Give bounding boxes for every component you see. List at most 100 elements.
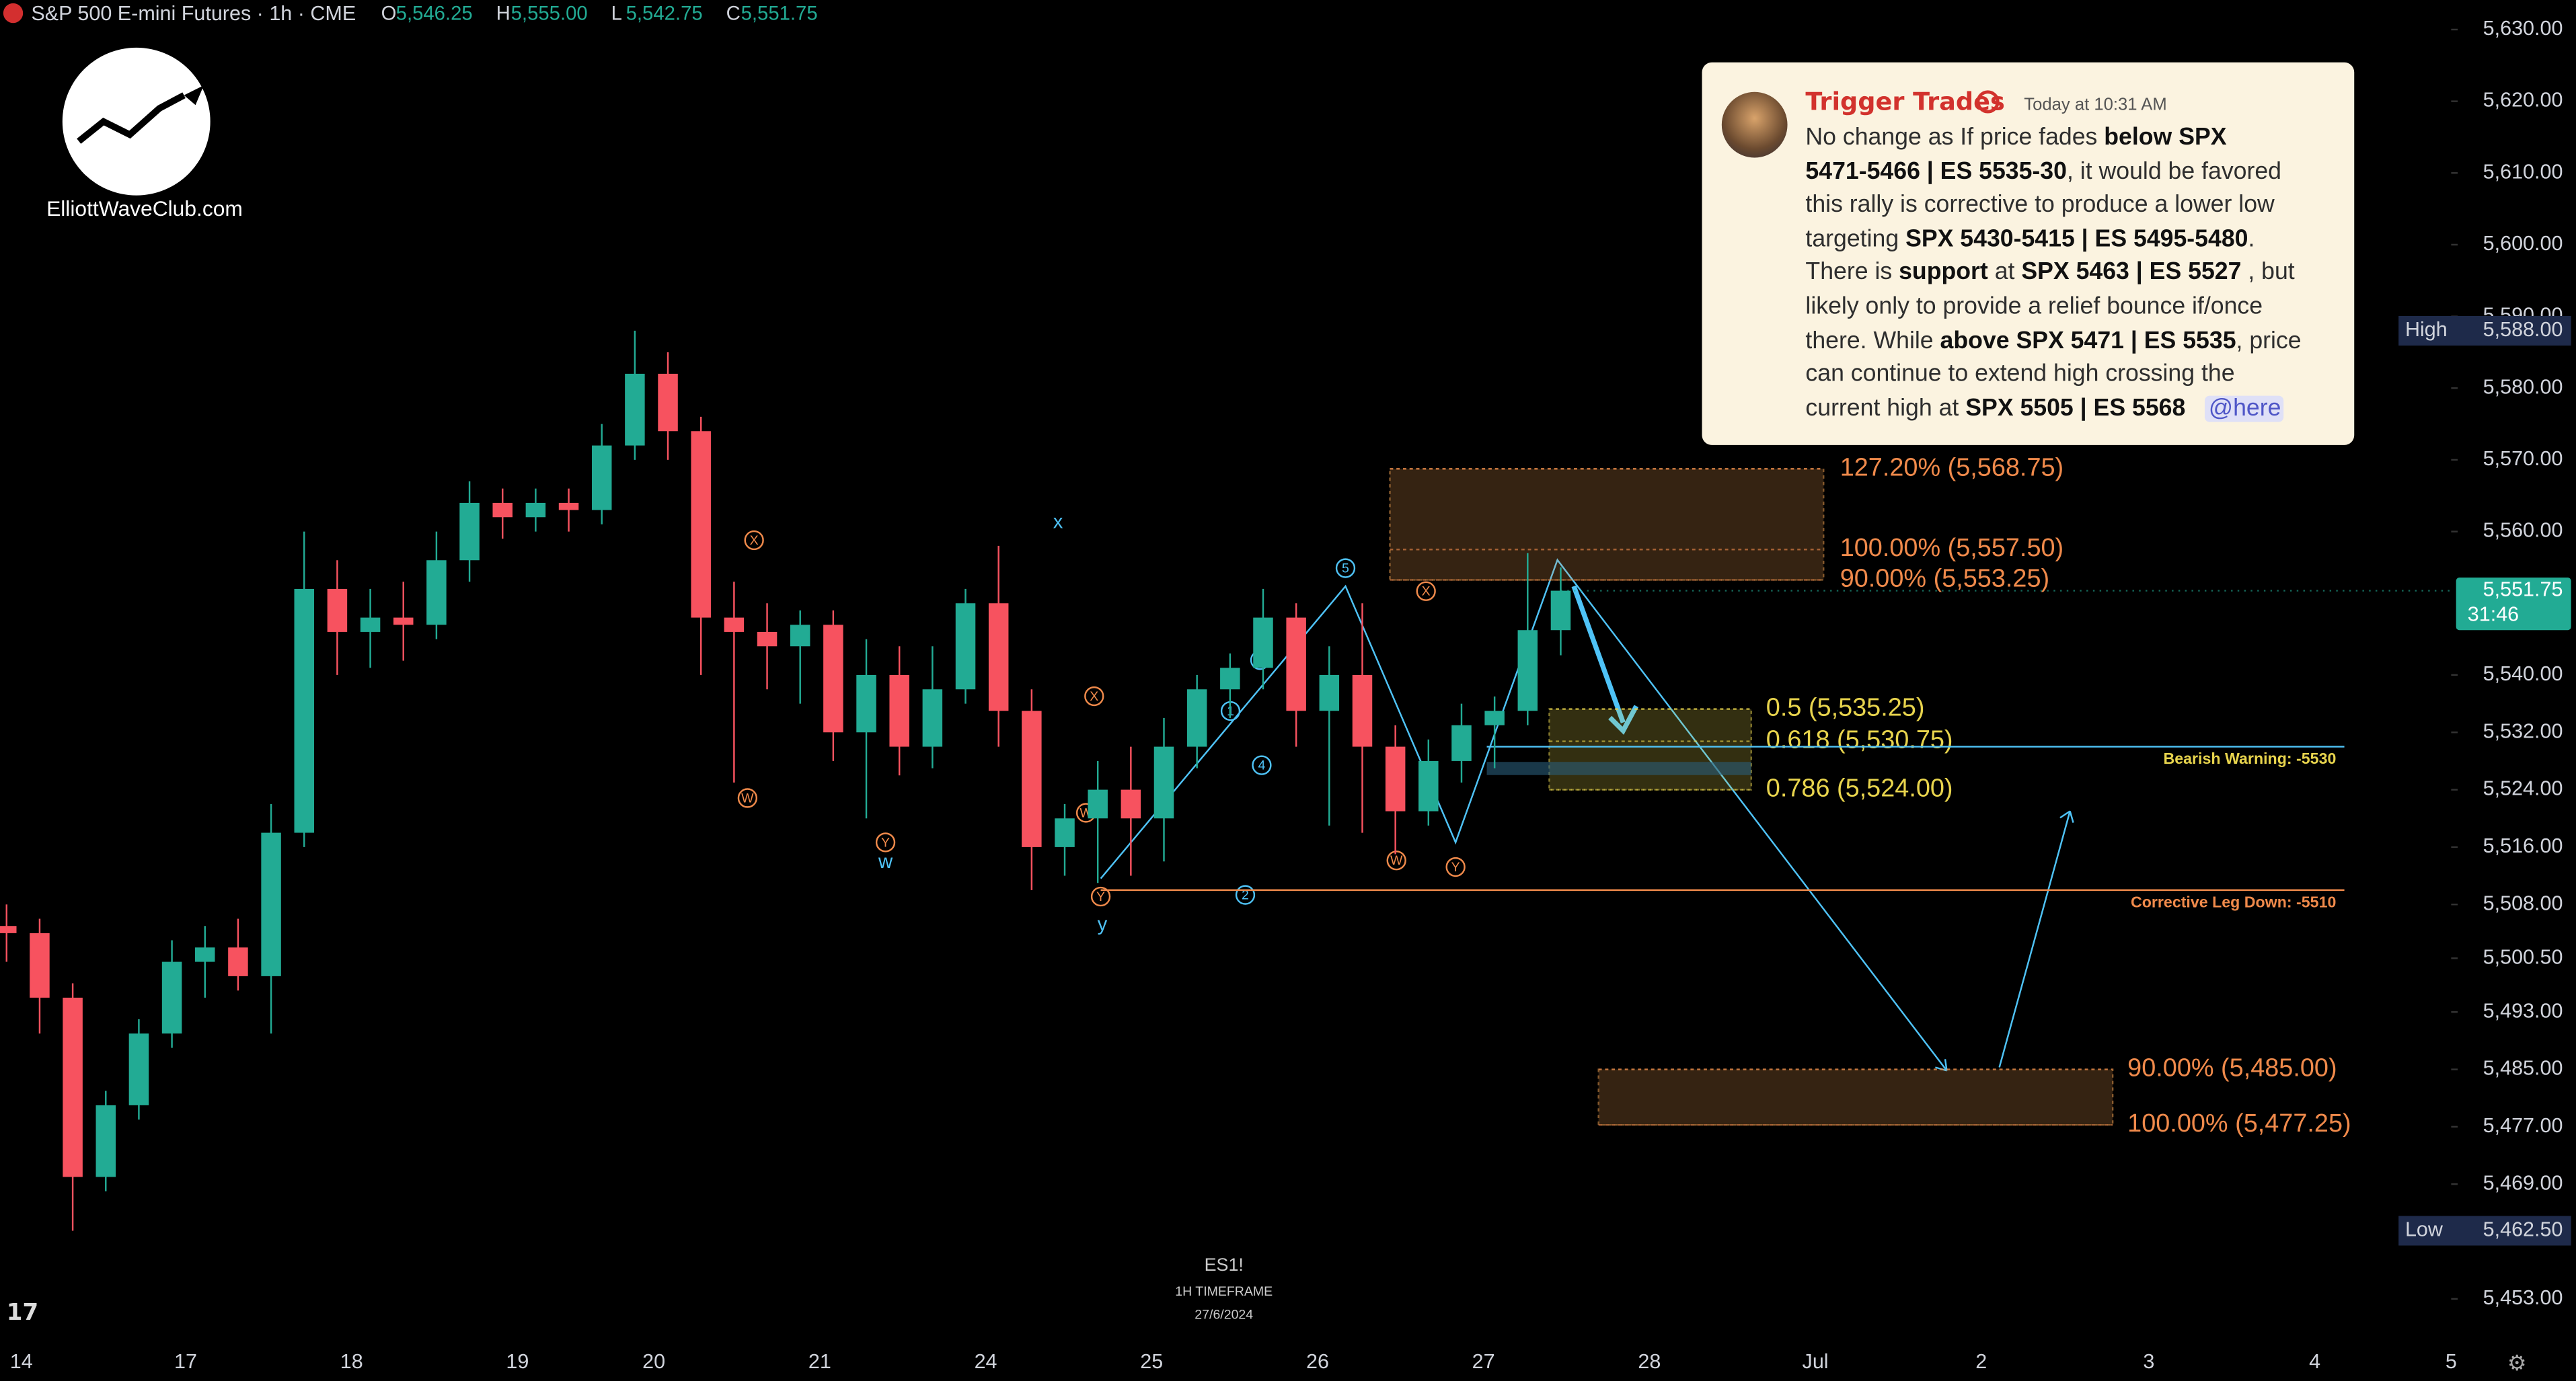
candle-body [1186, 689, 1207, 747]
candle-body [30, 933, 50, 998]
last-price-box [2456, 578, 2571, 631]
wave-label: X [1422, 584, 1431, 599]
candle-body [1319, 674, 1340, 711]
x-tick-label: 2 [1975, 1350, 1987, 1373]
message-line: can continue to extend high crossing the [1805, 358, 2301, 392]
fib-label: 90.00% (5,553.25) [1840, 565, 2049, 593]
mention[interactable]: @here [2205, 395, 2285, 422]
message-text: SPX 5505 | ES 5568 [1965, 395, 2186, 422]
message-text: can continue to extend high crossing the [1805, 361, 2235, 388]
low-box [2398, 1216, 2571, 1246]
tv-logo: 𝟭𝟳 [7, 1300, 39, 1325]
y-tick-label: 5,610.00 [2483, 160, 2563, 183]
x-tick-label: 20 [642, 1350, 665, 1373]
ohlc-value: 5,546.25 [396, 3, 473, 25]
wave-label: Y [1451, 860, 1460, 875]
y-tick-label: 5,600.00 [2483, 232, 2563, 255]
wave-label: y [1098, 913, 1108, 935]
candle-body [1055, 818, 1075, 847]
fib-label: 100.00% (5,477.25) [2127, 1109, 2351, 1138]
candle-body [823, 625, 843, 733]
x-tick-label: Jul [1803, 1350, 1829, 1373]
high-label: 5,588.00 [2483, 318, 2563, 341]
x-tick-label: 14 [10, 1350, 33, 1373]
wave-label: W [741, 791, 754, 805]
y-tick-label: 5,453.00 [2483, 1286, 2563, 1309]
message-text: , price [2236, 327, 2302, 354]
candle-body [228, 947, 248, 976]
message-text: SPX 5463 | ES 5527 [2021, 260, 2242, 286]
message-text: targeting [1805, 226, 1906, 253]
candle-body [195, 947, 215, 962]
message-text: there. While [1805, 327, 1940, 354]
candle-body [955, 603, 976, 690]
message-card: Trigger Trades Today at 10:31 AM No chan… [1702, 62, 2355, 445]
y-tick-label: 5,524.00 [2483, 777, 2563, 800]
fib-label: 0.618 (5,530.75) [1766, 726, 1953, 754]
candle-body [459, 502, 480, 561]
candle-body [63, 997, 83, 1177]
wave-label: Y [881, 835, 890, 850]
candle-body [1352, 674, 1373, 747]
candle-body [724, 617, 745, 632]
candle-body [261, 832, 281, 976]
candle-body [988, 603, 1009, 711]
candle-body [856, 674, 876, 733]
message-line: targeting SPX 5430-5415 | ES 5495-5480. [1805, 223, 2301, 257]
forecast-arrowhead [1608, 705, 1639, 735]
projection-arrowhead [2059, 810, 2074, 823]
h-line-label: Corrective Leg Down: -5510 [2131, 894, 2336, 911]
candle-body [1385, 746, 1406, 812]
fib-zone [1597, 1068, 2114, 1126]
ohlc-value: 5,551.75 [741, 3, 818, 25]
candle-body [0, 926, 17, 933]
fib-label: 100.00% (5,557.50) [1840, 534, 2063, 562]
x-tick-label: 19 [506, 1350, 529, 1373]
x-tick-label: 3 [2143, 1350, 2154, 1373]
y-tick-label: 5,532.00 [2483, 719, 2563, 742]
x-tick-label: 5 [2446, 1350, 2457, 1373]
ohlc-key: C [726, 3, 741, 25]
y-tick-label: 5,500.50 [2483, 945, 2563, 968]
ohlc-value: 5,542.75 [626, 3, 703, 25]
message-line: current high at SPX 5505 | ES 5568 @here [1805, 392, 2301, 426]
wave-circle [1252, 755, 1272, 775]
candle-body [558, 502, 579, 510]
settings-icon: ⚙ [2507, 1351, 2526, 1375]
logo-arrow [184, 85, 204, 106]
x-tick-label: 25 [1140, 1350, 1163, 1373]
ohlc-key: O [381, 3, 397, 25]
wave-circle [1416, 581, 1436, 601]
wave-label: Y [1096, 890, 1105, 904]
candle-body [294, 588, 314, 833]
candle-body [1286, 617, 1306, 711]
x-tick-label: 21 [808, 1350, 831, 1373]
fib-label: 0.5 (5,535.25) [1766, 694, 1925, 722]
ohlc-value: 5,555.00 [511, 3, 588, 25]
watermark: 27/6/2024 [1195, 1307, 1253, 1322]
ohlc-key: L [611, 3, 622, 25]
candle-body [161, 961, 182, 1034]
x-tick-label: 27 [1472, 1350, 1495, 1373]
message-text: below SPX [2104, 124, 2227, 151]
h-line-label: Bearish Warning: -5530 [2164, 750, 2337, 767]
message-line: likely only to provide a relief bounce i… [1805, 290, 2301, 324]
candle-body [393, 617, 414, 625]
wave-label: X [1090, 689, 1098, 704]
candle-body [360, 617, 381, 632]
wave-circle [1090, 886, 1111, 907]
x-tick-label: 28 [1638, 1350, 1661, 1373]
x-tick-label: 26 [1306, 1350, 1329, 1373]
candle-body [658, 373, 678, 432]
symbol-icon [3, 3, 24, 24]
wave-circle [875, 832, 896, 853]
y-tick-label: 5,493.00 [2483, 999, 2563, 1022]
logo-circle [62, 47, 211, 196]
y-tick-label: 5,516.00 [2483, 834, 2563, 857]
candle-body [889, 674, 909, 747]
y-tick-label: 5,580.00 [2483, 375, 2563, 398]
candle-body [1517, 630, 1538, 711]
wave-circle [737, 788, 758, 808]
message-text: There is [1805, 260, 1899, 286]
